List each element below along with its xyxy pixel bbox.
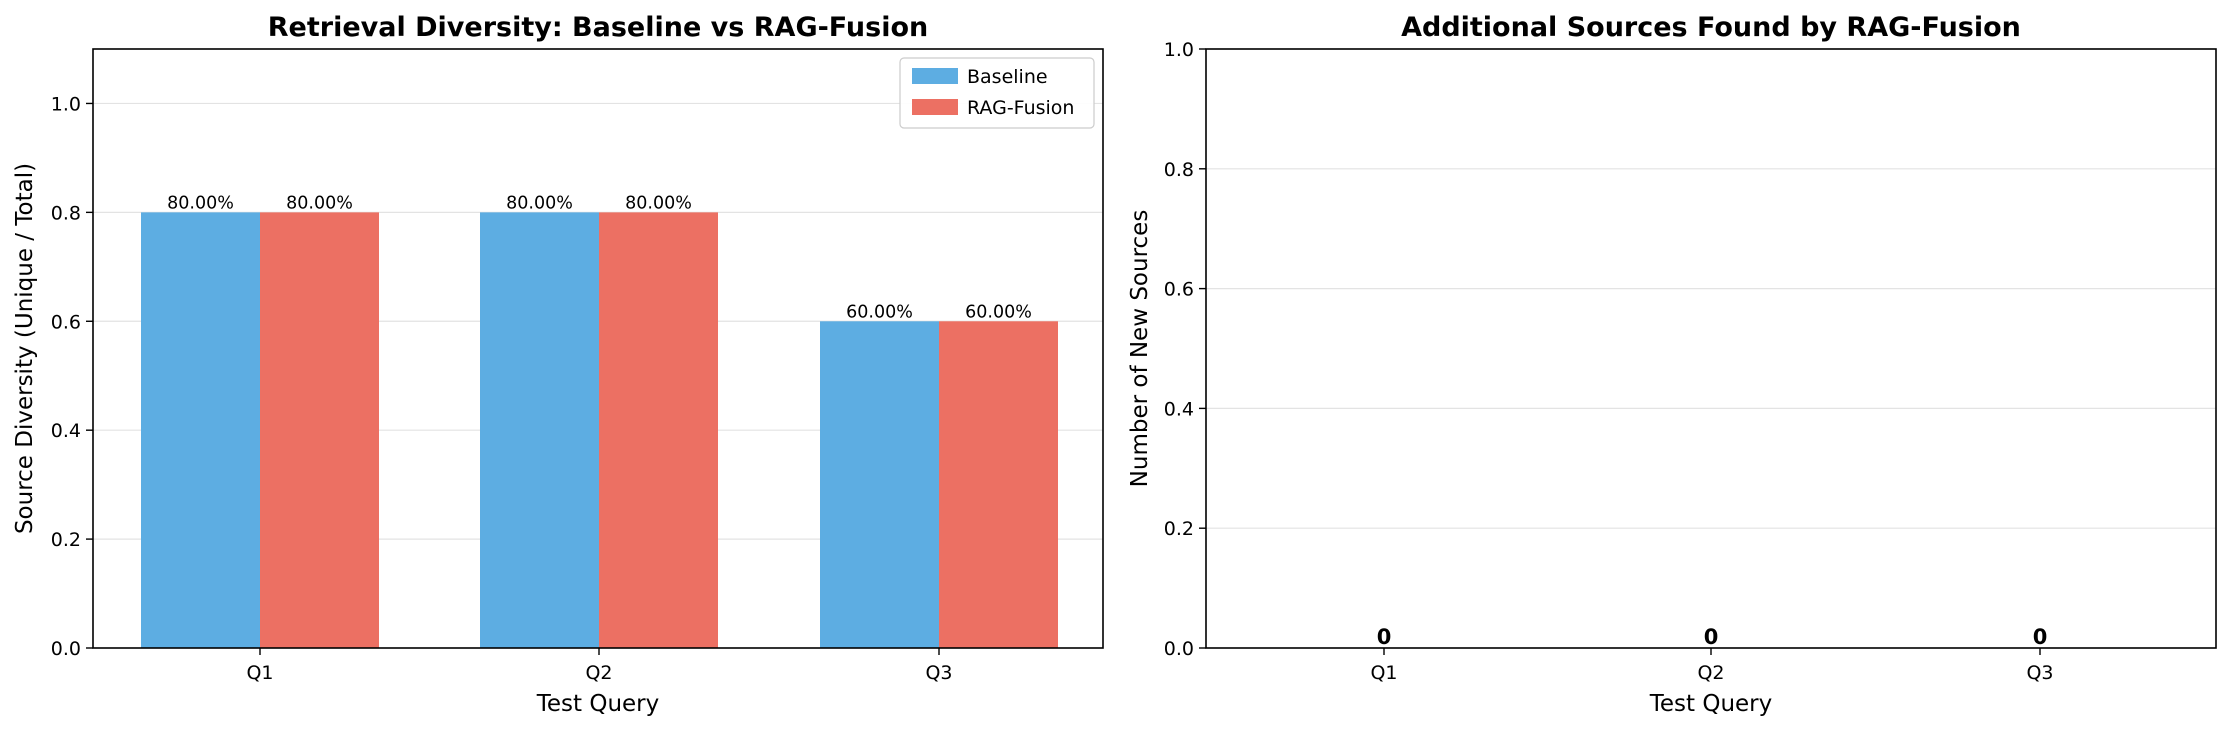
y-tick-label: 0.8 xyxy=(1164,159,1194,181)
legend: Baseline RAG-Fusion xyxy=(899,57,1095,129)
legend-entry-rag-fusion: RAG-Fusion xyxy=(967,97,1074,119)
x-tick-label: Q2 xyxy=(1697,662,1724,684)
bar-data-label: 0 xyxy=(1704,625,1719,649)
x-tick-label: Q2 xyxy=(585,662,612,684)
x-tick-label: Q3 xyxy=(2026,662,2053,684)
y-tick-label: 0.0 xyxy=(1164,638,1194,660)
y-tick-label: 0.6 xyxy=(1164,279,1194,301)
x-tick-label: Q1 xyxy=(246,662,273,684)
bar-baseline-q1 xyxy=(141,212,260,648)
x-axis-label: Test Query xyxy=(1649,691,1773,717)
y-axis-label: Source Diversity (Unique / Total) xyxy=(12,163,38,534)
legend-swatch xyxy=(912,68,958,84)
y-axis-label: Number of New Sources xyxy=(1127,210,1153,488)
x-tick-label: Q3 xyxy=(925,662,952,684)
bar-data-label: 0 xyxy=(1377,625,1392,649)
chart-panel-2: 0 0 0 0.0 0.2 0.4 0.6 0.8 1.0 Q1 Q2 Q3 Additional So… xyxy=(1127,12,2217,717)
bar-rag-fusion-q3 xyxy=(939,321,1058,648)
y-tick-label: 0.0 xyxy=(51,638,81,660)
y-tick-label: 1.0 xyxy=(51,93,81,115)
y-tick-label: 0.4 xyxy=(51,420,81,442)
legend-swatch xyxy=(912,99,958,115)
y-tick-label: 0.8 xyxy=(51,202,81,224)
x-axis-label: Test Query xyxy=(536,691,660,717)
bar-rag-fusion-q1 xyxy=(260,212,379,648)
legend-entry-baseline: Baseline xyxy=(967,66,1048,88)
y-tick-label: 0.6 xyxy=(51,311,81,333)
bar-data-label: 0 xyxy=(2033,625,2048,649)
bar-data-label: 60.00% xyxy=(846,302,913,322)
plot-frame xyxy=(92,48,1104,649)
chart-title: Retrieval Diversity: Baseline vs RAG-Fus… xyxy=(268,12,928,43)
bar-data-label: 80.00% xyxy=(625,193,692,213)
chart-panel-1: 80.00% 80.00% 60.00% 80.00% 80.00% 60.00% 0.0 0… xyxy=(12,12,1104,717)
y-tick-label: 0.2 xyxy=(51,529,81,551)
bar-rag-fusion-q2 xyxy=(599,212,718,648)
y-tick-label: 0.4 xyxy=(1164,398,1194,420)
bar-baseline-q3 xyxy=(820,321,939,648)
bar-baseline-q2 xyxy=(480,212,599,648)
bar-data-label: 80.00% xyxy=(506,193,573,213)
bar-data-label: 80.00% xyxy=(286,193,353,213)
plot-frame xyxy=(1205,48,2217,649)
bar-data-label: 80.00% xyxy=(167,193,234,213)
x-tick-label: Q1 xyxy=(1370,662,1397,684)
chart-title: Additional Sources Found by RAG-Fusion xyxy=(1401,12,2021,43)
bar-data-label: 60.00% xyxy=(965,302,1032,322)
y-tick-label: 1.0 xyxy=(1164,39,1194,61)
y-tick-label: 0.2 xyxy=(1164,518,1194,540)
